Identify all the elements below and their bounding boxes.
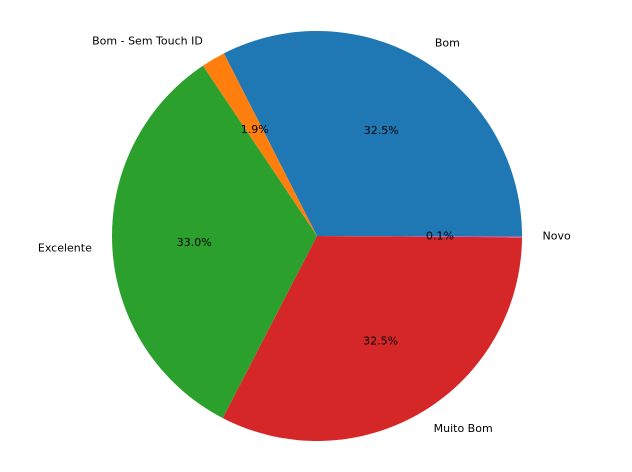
pie-labels: Bom Bom - Sem Touch ID Excelente Muito Bom N… <box>38 35 571 435</box>
pie-percent-excelente: 33.0% <box>177 236 212 249</box>
pie-percent-novo: 0.1% <box>426 229 454 242</box>
pie-percent-labels: 32.5% 1.9% 33.0% 32.5% 0.1% <box>177 123 454 347</box>
pie-slice-excelente <box>112 65 317 419</box>
pie-label-bom-sem-touch-id: Bom - Sem Touch ID <box>92 35 203 48</box>
pie-slice-bom-sem-touch-id <box>202 53 317 237</box>
pie-percent-bom: 32.5% <box>364 124 399 137</box>
pie-slice-bom <box>223 30 523 236</box>
pie-percent-bom-sem-touch-id: 1.9% <box>241 123 269 136</box>
pie-slice-novo <box>317 236 523 238</box>
pie-percent-muito-bom: 32.5% <box>363 334 398 347</box>
pie-label-novo: Novo <box>543 230 571 243</box>
pie-label-bom: Bom <box>435 37 460 50</box>
pie-slice-muito-bom <box>222 236 523 442</box>
pie-label-muito-bom: Muito Bom <box>434 422 493 435</box>
pie-slices <box>112 30 523 442</box>
pie-label-excelente: Excelente <box>38 242 92 255</box>
